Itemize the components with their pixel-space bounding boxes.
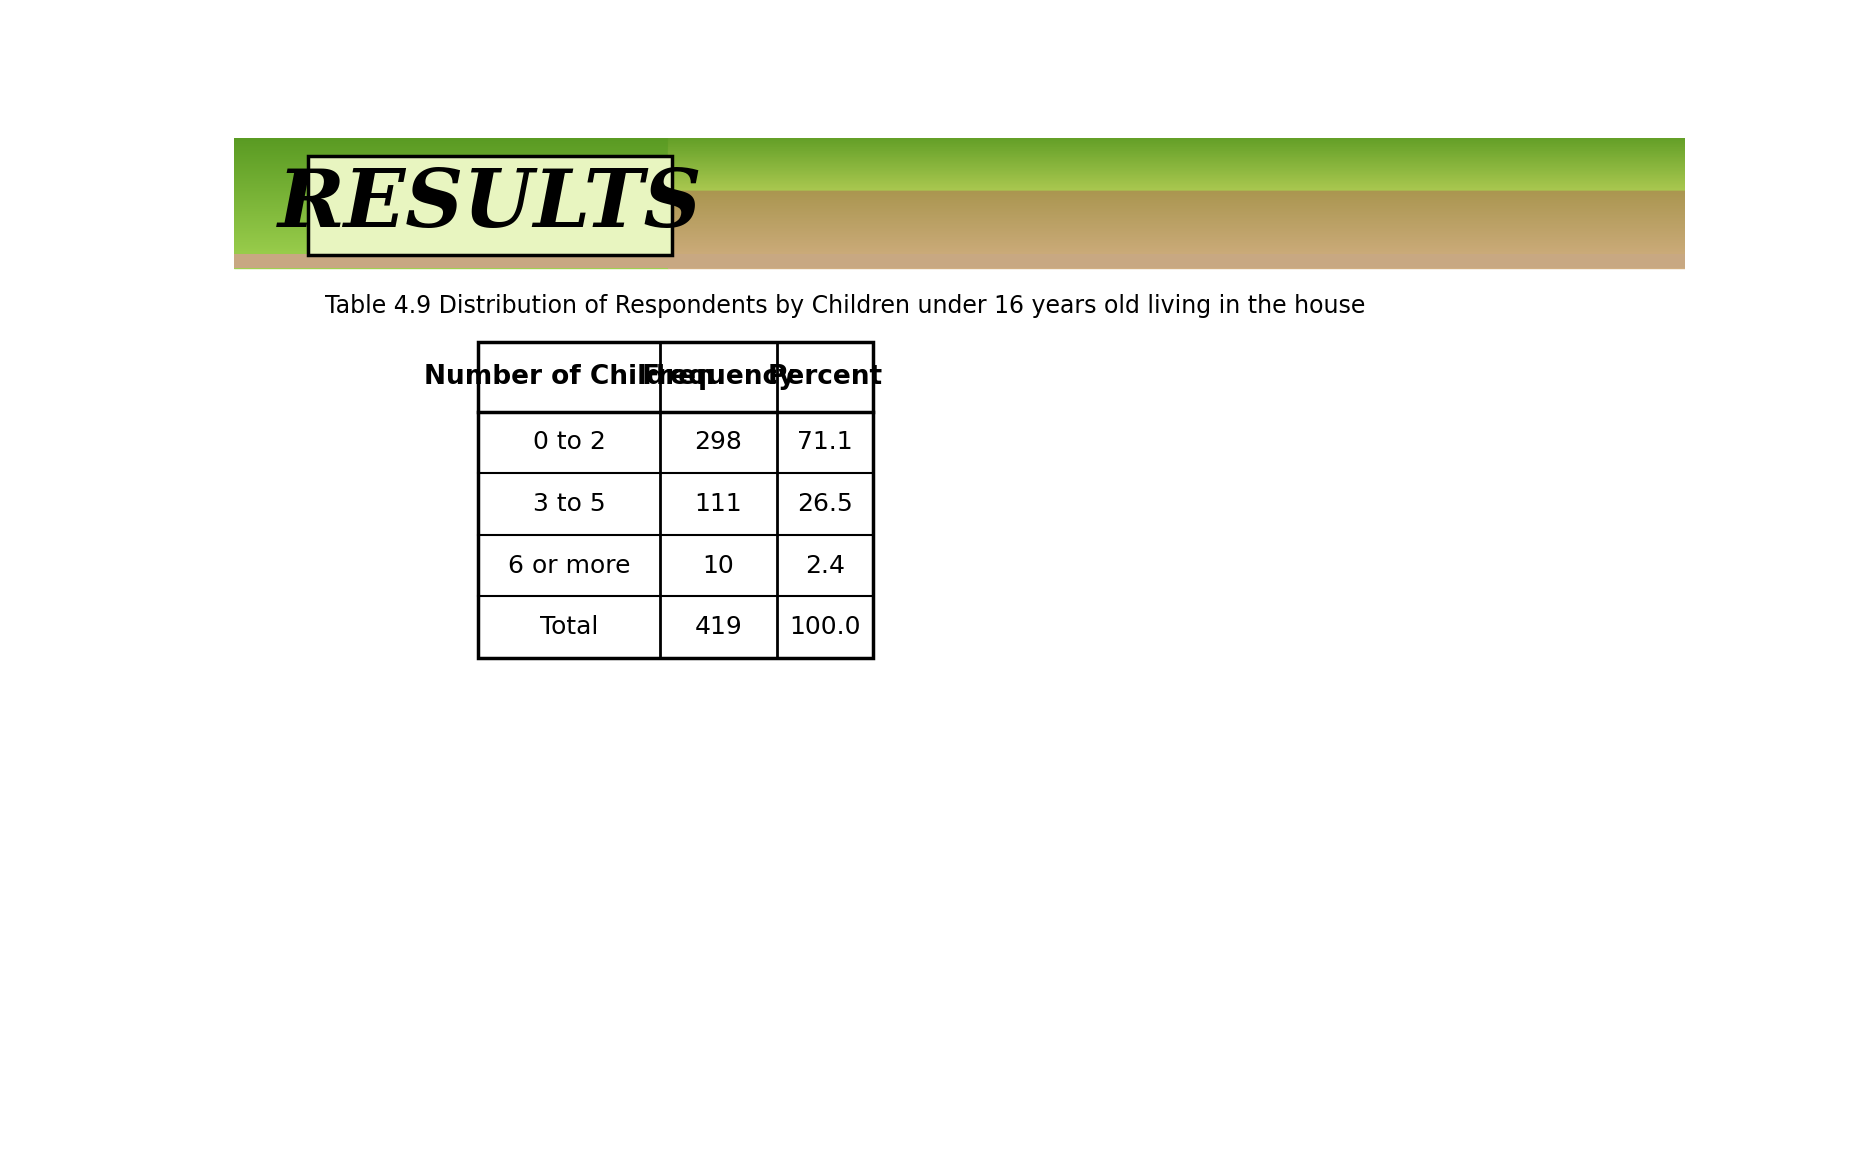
FancyBboxPatch shape	[477, 342, 874, 658]
Text: 3 to 5: 3 to 5	[534, 492, 605, 516]
Bar	[234, 253, 1685, 267]
Text: Frequency: Frequency	[642, 364, 796, 389]
Text: 10: 10	[702, 554, 734, 577]
Text: 6 or more: 6 or more	[507, 554, 631, 577]
Text: Total: Total	[539, 615, 599, 639]
Text: 26.5: 26.5	[797, 492, 854, 516]
Text: 111: 111	[695, 492, 741, 516]
Text: 100.0: 100.0	[790, 615, 861, 639]
Text: 298: 298	[695, 431, 743, 454]
Text: 2.4: 2.4	[805, 554, 844, 577]
Text: 0 to 2: 0 to 2	[534, 431, 607, 454]
Text: Table 4.9 Distribution of Respondents by Children under 16 years old living in t: Table 4.9 Distribution of Respondents by…	[326, 294, 1367, 318]
Text: Percent: Percent	[768, 364, 882, 389]
Text: 419: 419	[695, 615, 743, 639]
Text: Number of Children: Number of Children	[423, 364, 715, 389]
FancyBboxPatch shape	[307, 156, 672, 255]
FancyBboxPatch shape	[234, 138, 1685, 267]
Text: 71.1: 71.1	[797, 431, 854, 454]
Text: RESULTS: RESULTS	[277, 167, 702, 244]
